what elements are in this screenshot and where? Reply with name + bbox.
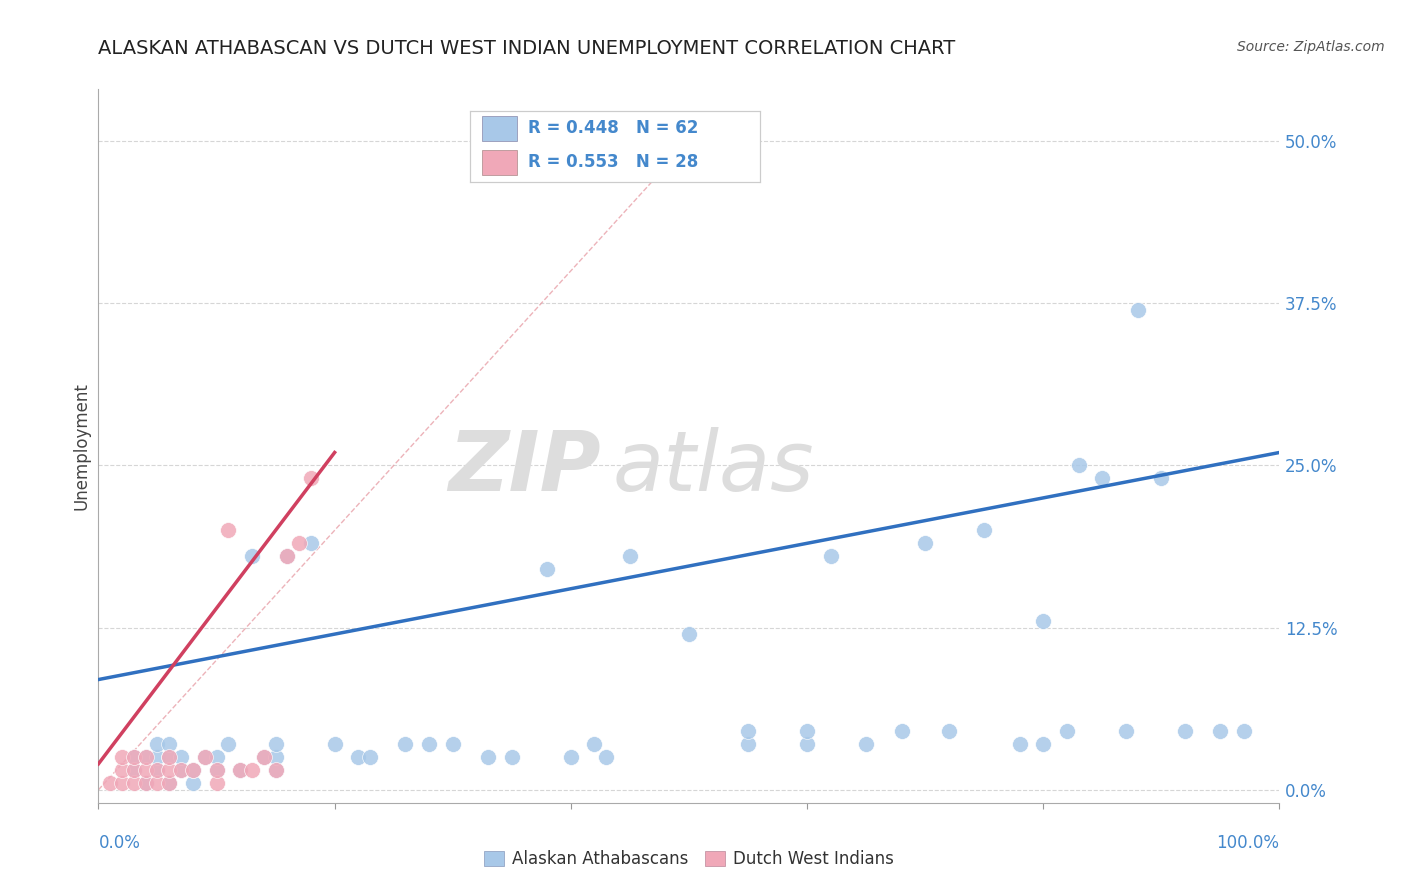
Point [323, 738, 346, 752]
Point [1174, 724, 1197, 739]
Text: Source: ZipAtlas.com: Source: ZipAtlas.com [1237, 40, 1385, 54]
Point [205, 776, 228, 790]
Point [1233, 724, 1256, 739]
Point [194, 750, 217, 764]
Point [1067, 458, 1090, 473]
Point [264, 750, 287, 764]
Point [820, 549, 842, 564]
Point [253, 750, 276, 764]
Point [973, 524, 995, 538]
Point [359, 750, 381, 764]
Point [170, 764, 193, 778]
Point [1032, 738, 1054, 752]
Point [181, 764, 204, 778]
Point [1115, 724, 1137, 739]
Point [1032, 614, 1054, 628]
Point [146, 776, 169, 790]
Point [1091, 471, 1114, 485]
Y-axis label: Unemployment: Unemployment [72, 382, 90, 510]
Point [441, 738, 464, 752]
Point [678, 627, 700, 641]
Point [418, 738, 440, 752]
Point [264, 764, 287, 778]
Point [229, 764, 252, 778]
Point [146, 738, 169, 752]
Point [1150, 471, 1173, 485]
Point [1056, 724, 1078, 739]
Text: atlas: atlas [612, 427, 814, 508]
Point [796, 738, 818, 752]
Text: ALASKAN ATHABASCAN VS DUTCH WEST INDIAN UNEMPLOYMENT CORRELATION CHART: ALASKAN ATHABASCAN VS DUTCH WEST INDIAN … [98, 39, 956, 58]
Point [240, 764, 263, 778]
Point [170, 750, 193, 764]
Point [914, 536, 936, 550]
Point [122, 750, 145, 764]
Point [170, 764, 193, 778]
Point [1126, 302, 1149, 317]
Legend: Alaskan Athabascans, Dutch West Indians: Alaskan Athabascans, Dutch West Indians [477, 844, 901, 875]
Point [264, 764, 287, 778]
Point [181, 764, 204, 778]
Point [122, 764, 145, 778]
Point [394, 738, 416, 752]
Point [135, 776, 157, 790]
Point [477, 750, 499, 764]
Point [146, 750, 169, 764]
Text: 100.0%: 100.0% [1216, 834, 1279, 852]
Point [181, 776, 204, 790]
Point [98, 776, 121, 790]
Point [1209, 724, 1232, 739]
Point [737, 738, 759, 752]
Point [253, 750, 276, 764]
Point [205, 764, 228, 778]
Text: 0.0%: 0.0% [98, 834, 141, 852]
Point [737, 724, 759, 739]
Point [240, 549, 263, 564]
Point [111, 776, 134, 790]
Point [1008, 738, 1031, 752]
Point [157, 750, 180, 764]
Point [276, 549, 298, 564]
Point [796, 724, 818, 739]
Point [135, 750, 157, 764]
Point [157, 738, 180, 752]
Point [111, 750, 134, 764]
Point [619, 549, 641, 564]
Point [157, 776, 180, 790]
Point [299, 471, 322, 485]
Point [205, 764, 228, 778]
Point [122, 776, 145, 790]
Point [135, 764, 157, 778]
Point [299, 536, 322, 550]
Point [560, 750, 582, 764]
Point [288, 536, 311, 550]
Point [217, 524, 239, 538]
Text: ZIP: ZIP [447, 427, 600, 508]
Point [122, 750, 145, 764]
Point [146, 764, 169, 778]
Point [122, 764, 145, 778]
Point [157, 776, 180, 790]
Point [157, 750, 180, 764]
Point [855, 738, 877, 752]
Point [135, 750, 157, 764]
Point [194, 750, 217, 764]
Point [229, 764, 252, 778]
Point [938, 724, 960, 739]
Point [347, 750, 370, 764]
Point [205, 750, 228, 764]
Point [501, 750, 523, 764]
Point [146, 764, 169, 778]
Point [217, 738, 239, 752]
Point [264, 738, 287, 752]
Point [276, 549, 298, 564]
Point [111, 764, 134, 778]
Point [157, 764, 180, 778]
Point [135, 776, 157, 790]
Point [890, 724, 912, 739]
Point [595, 750, 617, 764]
Point [583, 738, 606, 752]
Point [536, 562, 558, 576]
